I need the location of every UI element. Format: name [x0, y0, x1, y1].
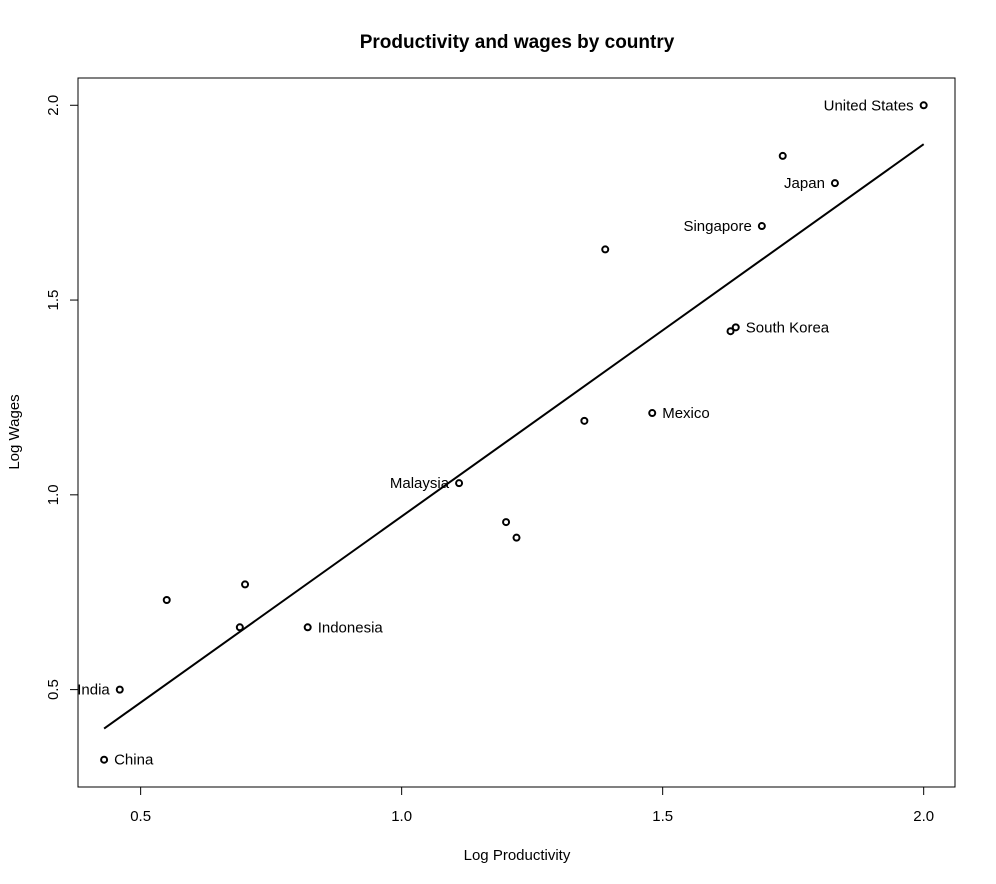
- data-point: [731, 323, 740, 332]
- data-point: [757, 222, 766, 231]
- x-tick-label: 0.5: [130, 808, 151, 825]
- point-label: Singapore: [683, 218, 751, 235]
- data-points: [100, 101, 928, 764]
- data-point: [512, 533, 521, 542]
- data-point: [580, 416, 589, 425]
- y-tick-label: 1.0: [45, 484, 62, 505]
- point-label: Malaysia: [390, 475, 450, 492]
- data-point: [778, 151, 787, 160]
- point-label: China: [114, 752, 154, 769]
- data-point: [235, 623, 244, 632]
- regression-line: [103, 143, 925, 730]
- chart-title: Productivity and wages by country: [360, 32, 675, 53]
- data-point: [726, 327, 735, 336]
- x-tick-label: 1.5: [652, 808, 673, 825]
- data-point: [100, 755, 109, 764]
- point-label: Mexico: [662, 405, 710, 422]
- data-point: [648, 409, 657, 418]
- y-tick-label: 1.5: [45, 290, 62, 311]
- x-tick-label: 1.0: [391, 808, 412, 825]
- data-point: [162, 596, 171, 605]
- data-point: [601, 245, 610, 254]
- data-point: [455, 479, 464, 488]
- point-label: Japan: [784, 175, 825, 192]
- y-axis: 0.5 1.0 1.5 2.0: [45, 95, 79, 700]
- data-point: [303, 623, 312, 632]
- y-axis-label: Log Wages: [6, 394, 23, 469]
- point-labels: China India Indonesia Malaysia Mexico South K…: [77, 97, 913, 768]
- data-point: [115, 685, 124, 694]
- data-point: [919, 101, 928, 110]
- y-tick-label: 0.5: [45, 679, 62, 700]
- point-label: United States: [824, 97, 914, 114]
- x-axis-label: Log Productivity: [464, 847, 571, 864]
- point-label: India: [77, 682, 110, 699]
- x-tick-label: 2.0: [913, 808, 934, 825]
- point-label: South Korea: [746, 319, 830, 336]
- x-axis: 0.5 1.0 1.5 2.0: [130, 786, 934, 825]
- point-label: Indonesia: [318, 619, 384, 636]
- data-point: [241, 580, 250, 589]
- data-point: [830, 179, 839, 188]
- y-tick-label: 2.0: [45, 95, 62, 116]
- data-point: [502, 518, 511, 527]
